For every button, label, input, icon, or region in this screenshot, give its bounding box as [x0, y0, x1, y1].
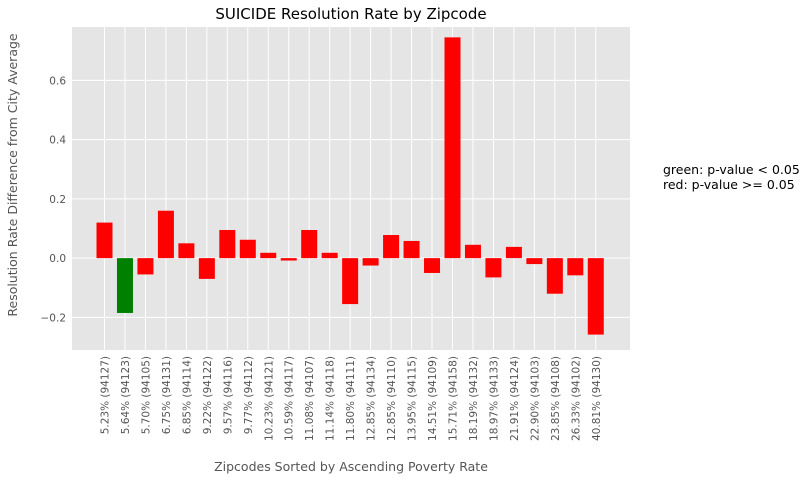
x-tick-label: 26.33% (94102): [570, 356, 582, 441]
x-tick-label: 9.77% (94112): [243, 356, 255, 434]
x-tick-labels: 5.23% (94127) 5.64% (94123) 5.70% (94105) 6…: [100, 356, 603, 441]
y-tick-label: 0.0: [49, 253, 66, 265]
x-tick-label: 11.80% (94111): [345, 356, 357, 441]
chart-title: SUICIDE Resolution Rate by Zipcode: [215, 5, 486, 23]
y-tick-labels: −0.2 0.0 0.2 0.4 0.6: [41, 75, 67, 324]
bar: [464, 244, 481, 259]
y-tick-label: 0.4: [49, 135, 66, 147]
x-tick-label: 6.75% (94131): [161, 356, 173, 434]
bar: [321, 252, 338, 259]
x-tick-label: 10.59% (94117): [284, 356, 296, 441]
bar: [587, 258, 604, 335]
bar: [444, 37, 461, 259]
bar: [116, 258, 133, 313]
bars: [96, 37, 604, 335]
x-tick-label: 9.57% (94116): [222, 356, 234, 434]
x-tick-label: 15.71% (94158): [447, 356, 459, 441]
legend-note-red: red: p-value >= 0.05: [663, 177, 795, 192]
x-tick-label: 22.90% (94103): [529, 356, 541, 441]
x-tick-label: 5.23% (94127): [100, 356, 112, 434]
bar: [505, 246, 522, 259]
x-tick-label: 5.70% (94105): [140, 356, 152, 434]
bar: [178, 243, 195, 259]
bar: [219, 229, 236, 259]
bar: [96, 222, 113, 259]
x-tick-label: 12.85% (94134): [366, 356, 378, 441]
y-tick-label: 0.6: [49, 75, 66, 87]
grid-lines: [72, 27, 630, 350]
x-tick-label: 11.08% (94107): [304, 356, 316, 441]
x-tick-label: 40.81% (94130): [591, 356, 603, 441]
bar: [157, 210, 174, 259]
y-tick-label: −0.2: [41, 312, 67, 324]
x-tick-label: 10.23% (94121): [263, 356, 275, 441]
x-tick-label: 9.22% (94122): [202, 356, 214, 434]
x-tick-label: 11.14% (94118): [325, 356, 337, 441]
x-tick-label: 12.85% (94110): [386, 356, 398, 441]
bar: [362, 258, 379, 266]
bar: [546, 258, 563, 294]
x-tick-label: 13.95% (94115): [407, 356, 419, 441]
x-tick-label: 21.91% (94124): [509, 356, 521, 441]
bar: [485, 258, 502, 278]
bar: [342, 258, 359, 305]
bar: [198, 258, 215, 279]
legend-note-green: green: p-value < 0.05: [663, 162, 800, 177]
x-tick-label: 18.97% (94133): [488, 356, 500, 441]
y-tick-label: 0.2: [49, 194, 66, 206]
x-tick-label: 5.64% (94123): [120, 356, 132, 434]
bar: [567, 258, 584, 276]
bar: [403, 240, 420, 259]
y-axis-label: Resolution Rate Difference from City Ave…: [5, 33, 20, 317]
bar: [280, 258, 297, 261]
bar: [137, 258, 154, 275]
x-tick-label: 18.19% (94132): [468, 356, 480, 441]
bar: [383, 235, 400, 259]
bar: [301, 229, 318, 259]
x-tick-label: 14.51% (94109): [427, 356, 439, 441]
x-tick-label: 23.85% (94108): [550, 356, 562, 441]
bar: [526, 258, 543, 265]
bar: [424, 258, 441, 273]
x-tick-label: 6.85% (94114): [181, 356, 193, 434]
bar: [239, 239, 256, 259]
x-axis-label: Zipcodes Sorted by Ascending Poverty Rat…: [214, 459, 488, 474]
bar: [260, 252, 277, 259]
